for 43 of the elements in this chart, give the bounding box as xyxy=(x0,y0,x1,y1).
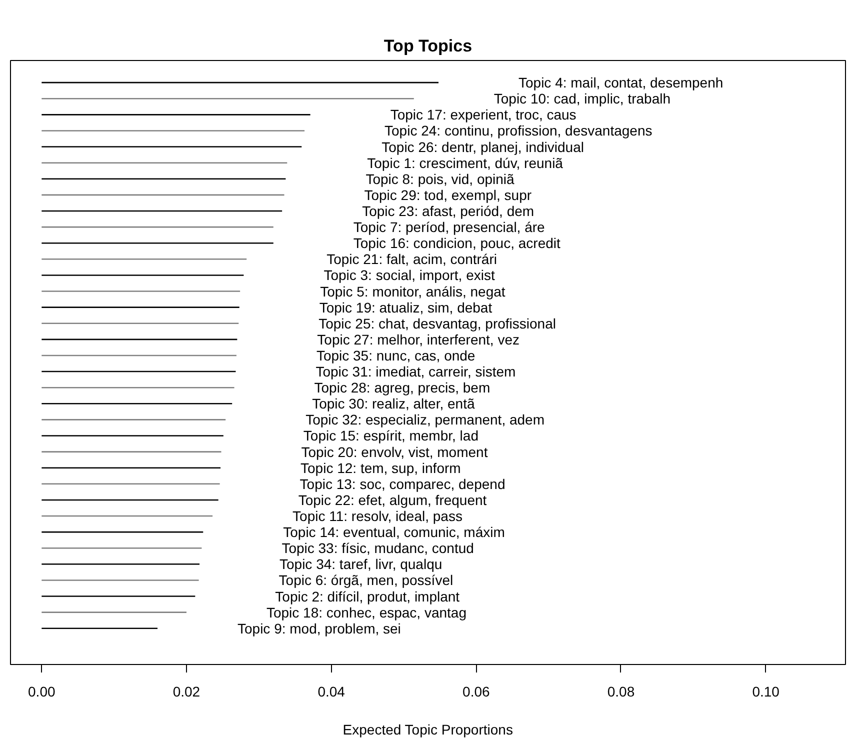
y-tick-label: Topic 3: social, import, exist xyxy=(324,267,495,284)
y-tick-label: Topic 31: imediat, carreir, sistem xyxy=(316,364,516,380)
y-tick-label: Topic 26: dentr, planej, individual xyxy=(382,138,584,155)
y-tick-label: Topic 27: melhor, interferent, vez xyxy=(317,331,520,348)
y-tick-label: Topic 19: atualiz, sim, debat xyxy=(319,299,492,316)
y-tick-label: Topic 12: tem, sup, inform xyxy=(300,460,461,476)
x-tick-label: 0.00 xyxy=(28,684,56,700)
chart-title: Top Topics xyxy=(384,36,472,56)
y-tick-label: Topic 18: conhec, espac, vantag xyxy=(266,604,467,620)
y-tick-label: Topic 5: monitor, anális, negat xyxy=(320,283,506,300)
y-tick-label: Topic 29: tod, exempl, supr xyxy=(364,186,532,203)
y-tick-label: Topic 13: soc, comparec, depend xyxy=(300,476,506,492)
x-tick-label: 0.10 xyxy=(752,684,780,700)
y-tick-label: Topic 4: mail, contat, desempenh xyxy=(518,74,724,91)
y-tick-label: Topic 11: resolv, ideal, pass xyxy=(292,508,462,524)
y-tick-label: Topic 7: períod, presencial, áre xyxy=(353,219,546,236)
y-tick-label: Topic 32: especializ, permanent, adem xyxy=(306,412,545,428)
y-tick-label: Topic 9: mod, problem, sei xyxy=(238,620,401,636)
y-tick-label: Topic 21: falt, acim, contrári xyxy=(326,251,497,268)
y-tick-label: Topic 17: experient, troc, caus xyxy=(390,106,576,123)
y-tick-label: Topic 33: físic, mudanc, contud xyxy=(282,540,474,556)
y-tick-label: Topic 16: condicion, pouc, acredit xyxy=(353,235,561,252)
y-tick-label: Topic 34: taref, livr, qualqu xyxy=(280,556,442,572)
y-tick-label: Topic 8: pois, vid, opiniã xyxy=(366,170,515,187)
x-tick-label: 0.04 xyxy=(318,684,346,700)
y-tick-label: Topic 14: eventual, comunic, máxim xyxy=(283,524,505,540)
y-tick-label: Topic 30: realiz, alter, entã xyxy=(312,396,475,412)
y-tick-label: Topic 24: continu, profission, desvantagens xyxy=(384,122,652,139)
y-tick-label: Topic 20: envolv, vist, moment xyxy=(301,444,488,460)
y-tick-label: Topic 10: cad, implic, trabalh xyxy=(494,90,671,107)
y-tick-label: Topic 25: chat, desvantag, profissional xyxy=(318,315,556,332)
y-tick-label: Topic 2: difícil, produt, implant xyxy=(275,588,460,604)
y-tick-label: Topic 6: órgã, men, possível xyxy=(278,572,454,588)
y-tick-label: Topic 35: nunc, cas, onde xyxy=(316,347,476,364)
x-tick-label: 0.08 xyxy=(607,684,635,700)
x-tick-label: 0.02 xyxy=(172,684,200,700)
y-tick-label: Topic 28: agreg, precis, bem xyxy=(314,380,490,396)
y-tick-label: Topic 23: afast, periód, dem xyxy=(362,203,534,219)
y-tick-label: Topic 15: espírit, membr, lad xyxy=(303,428,478,444)
y-tick-label: Topic 1: cresciment, dúv, reuniã xyxy=(367,154,564,171)
x-axis-title: Expected Topic Proportions xyxy=(342,722,513,738)
y-tick-label: Topic 22: efet, algum, frequent xyxy=(298,492,487,508)
x-tick-label: 0.06 xyxy=(462,684,490,700)
